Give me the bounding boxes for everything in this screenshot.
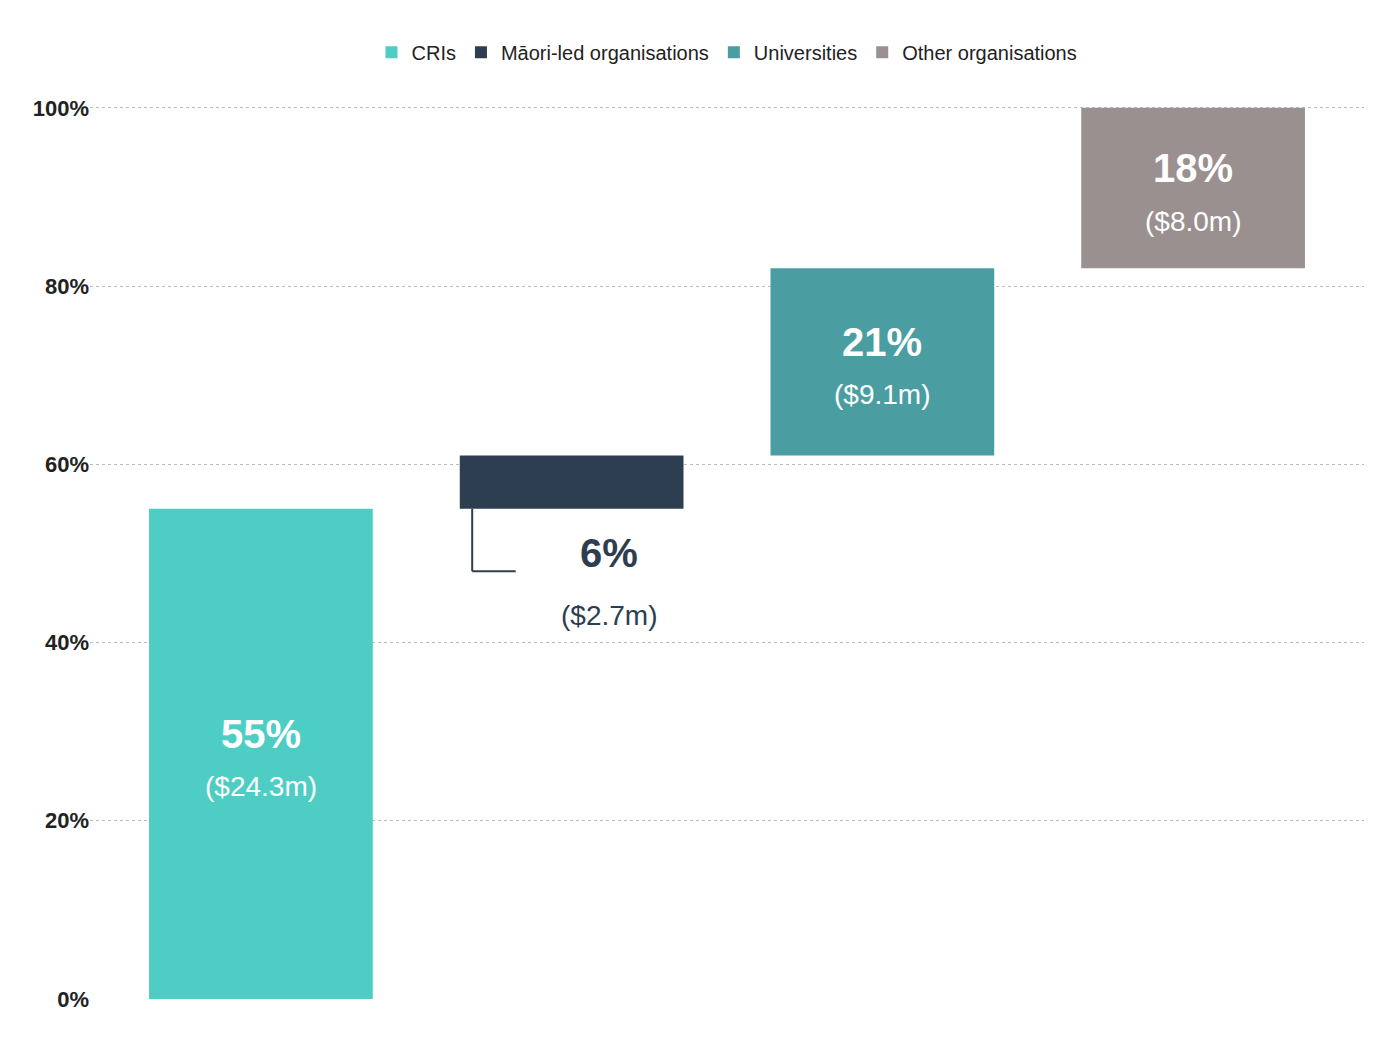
svg-text:($2.7m): ($2.7m) bbox=[561, 600, 657, 631]
svg-text:0%: 0% bbox=[57, 987, 89, 1012]
svg-text:Māori-led organisations: Māori-led organisations bbox=[501, 42, 709, 64]
svg-text:($24.3m): ($24.3m) bbox=[205, 771, 317, 802]
svg-text:55%: 55% bbox=[221, 712, 301, 756]
svg-text:21%: 21% bbox=[842, 320, 922, 364]
svg-text:6%: 6% bbox=[580, 531, 638, 575]
svg-text:18%: 18% bbox=[1153, 146, 1233, 190]
svg-text:Other organisations: Other organisations bbox=[902, 42, 1077, 64]
svg-text:60%: 60% bbox=[45, 452, 89, 477]
svg-text:CRIs: CRIs bbox=[412, 42, 456, 64]
svg-text:40%: 40% bbox=[45, 630, 89, 655]
svg-text:Universities: Universities bbox=[754, 42, 857, 64]
svg-text:($9.1m): ($9.1m) bbox=[834, 379, 930, 410]
svg-text:100%: 100% bbox=[33, 96, 89, 121]
svg-text:($8.0m): ($8.0m) bbox=[1145, 206, 1241, 237]
svg-text:20%: 20% bbox=[45, 808, 89, 833]
svg-text:80%: 80% bbox=[45, 274, 89, 299]
